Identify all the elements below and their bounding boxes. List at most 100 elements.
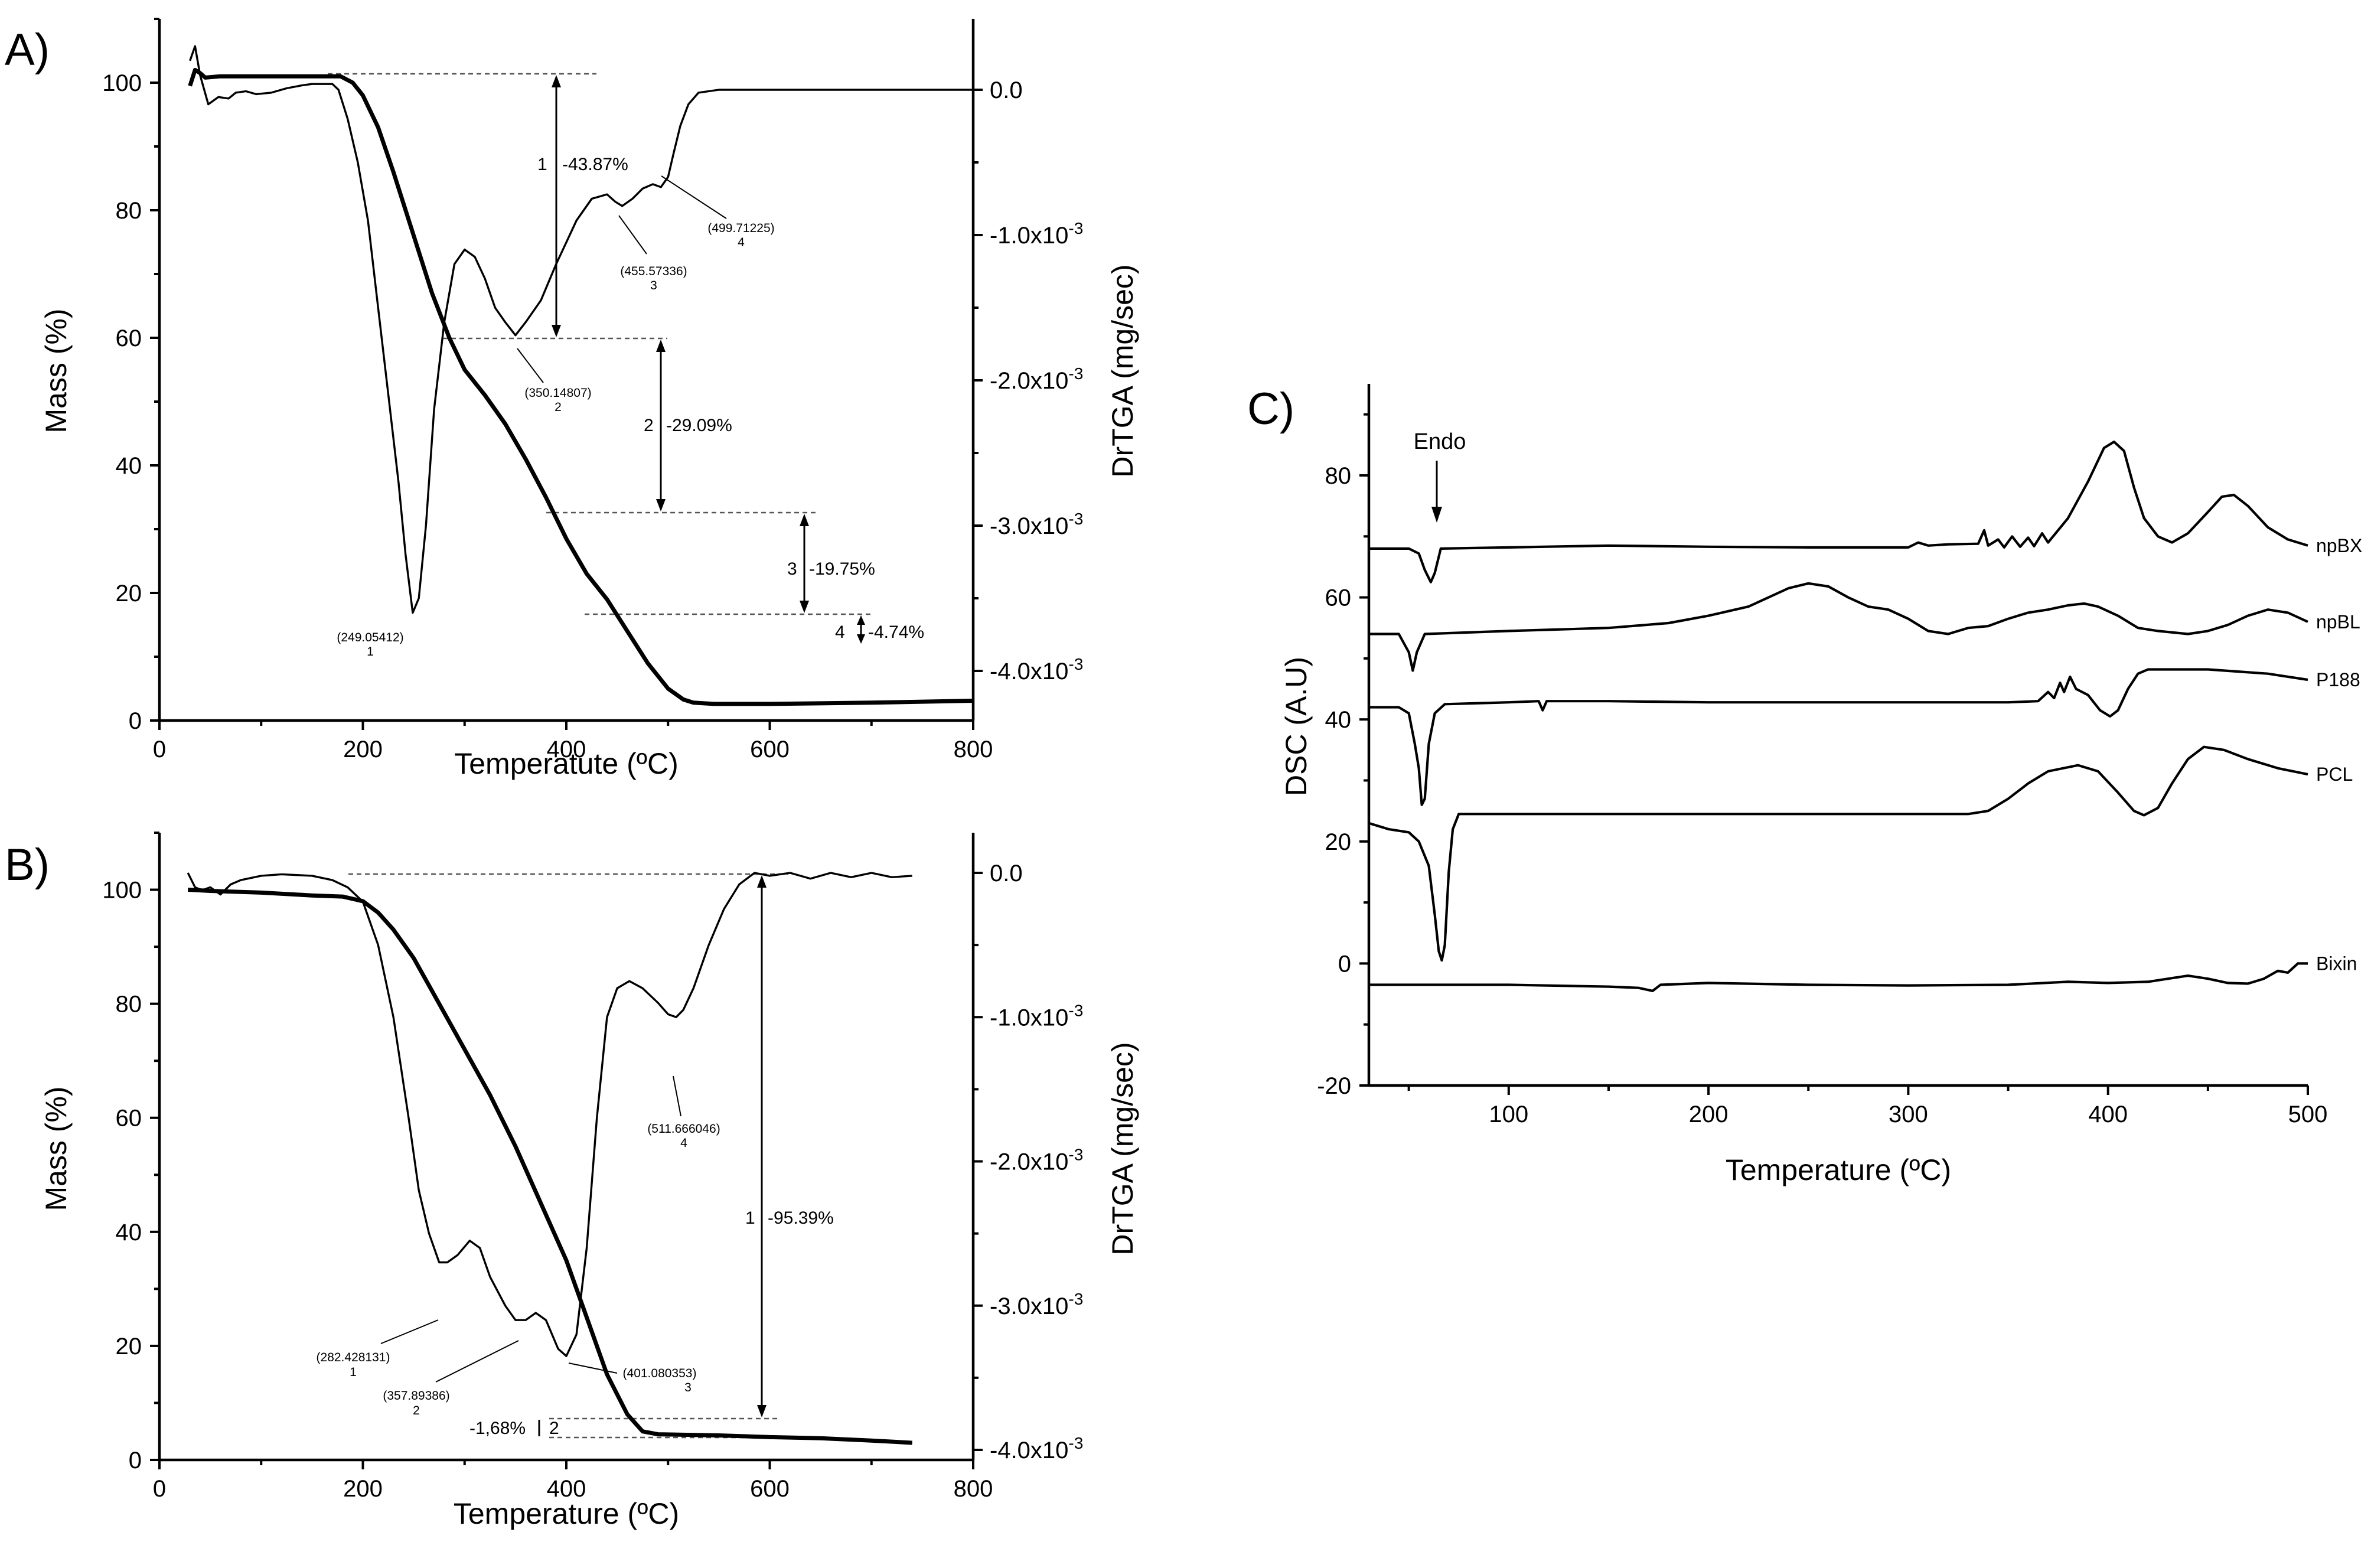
peak-1-value: (249.05412) xyxy=(337,631,403,644)
panel-a-y2-ticks: 0.0 -1.0x10-3 -2.0x10-3 -3.0x10-3 -4.0x10-3 xyxy=(973,77,1083,684)
panel-b-y-ticks: 0 20 40 60 80 100 xyxy=(102,832,159,1474)
panel-a-y2-label: DrTGA (mg/sec) xyxy=(1106,264,1139,477)
panel-a-label: A) xyxy=(5,25,50,75)
y2-tick-label: -3.0x10-3 xyxy=(990,1290,1083,1319)
peak-2-value: (350.14807) xyxy=(524,386,591,400)
peak-3-value: (401.080353) xyxy=(623,1367,697,1380)
drtga-curve xyxy=(189,45,973,614)
x-tick-label: 400 xyxy=(547,1476,586,1502)
x-tick-label: 200 xyxy=(343,1476,383,1502)
y2-tick-label: -3.0x10-3 xyxy=(990,510,1083,539)
panel-a-y-label: Mass (%) xyxy=(40,308,73,433)
step-3-num: 3 xyxy=(787,559,797,579)
step-3-pct: -19.75% xyxy=(809,559,875,579)
peak-1-num: 1 xyxy=(367,645,374,659)
y-tick-label: 80 xyxy=(116,992,142,1018)
y-tick-label: 40 xyxy=(116,1220,142,1246)
dsc-curve-npbx xyxy=(1369,440,2308,583)
panel-a-frame xyxy=(158,19,975,722)
y-tick-label: 40 xyxy=(116,453,142,479)
panel-b-frame xyxy=(158,833,975,1462)
peak-4-value: (511.666046) xyxy=(647,1122,720,1136)
x-tick-label: 600 xyxy=(750,1476,790,1502)
step-arrow xyxy=(757,875,767,1417)
x-tick-label: 600 xyxy=(750,736,790,762)
y-tick-label: 20 xyxy=(1325,829,1352,855)
panel-c-y-label: DSC (A.U) xyxy=(1280,657,1313,796)
x-tick-label: 200 xyxy=(343,736,383,762)
y2-tick-label: -1.0x10-3 xyxy=(990,1001,1083,1031)
x-tick-label: 800 xyxy=(954,1476,993,1502)
y-tick-label: 100 xyxy=(102,878,142,904)
x-tick-label: 300 xyxy=(1889,1101,1928,1127)
y-tick-label: 100 xyxy=(102,70,142,96)
x-tick-label: 400 xyxy=(547,736,586,762)
series-label-bixin: Bixin xyxy=(2316,953,2357,974)
x-tick-label: 100 xyxy=(1489,1101,1528,1127)
y-tick-label: 80 xyxy=(116,198,142,224)
y-tick-label: 60 xyxy=(1325,585,1352,611)
y2-tick-label: -2.0x10-3 xyxy=(990,1146,1083,1175)
x-tick-label: 400 xyxy=(2088,1101,2128,1127)
panel-b-x-ticks: 0 200 400 600 800 xyxy=(153,1460,993,1502)
endo-label: Endo xyxy=(1414,429,1466,454)
endo-arrow xyxy=(1431,461,1442,523)
panel-c-label: C) xyxy=(1247,384,1294,434)
peak-3-num: 3 xyxy=(650,279,657,292)
dsc-curve-pcl xyxy=(1368,745,2308,962)
panel-a-x-label: Temperatute (ºC) xyxy=(454,747,679,780)
panel-b-y-label: Mass (%) xyxy=(40,1086,73,1211)
step-arrow xyxy=(800,514,809,613)
mass-curve xyxy=(188,888,912,1445)
step-2-pct: -1,68% xyxy=(469,1419,526,1438)
panel-c-y-ticks: -20 0 20 40 60 80 xyxy=(1317,413,1369,1099)
x-tick-label: 800 xyxy=(954,736,993,762)
y2-tick-label: 0.0 xyxy=(990,860,1023,886)
step-1-pct: -43.87% xyxy=(562,155,628,174)
y-tick-label: 80 xyxy=(1325,463,1352,489)
y2-tick-label: -4.0x10-3 xyxy=(990,1434,1083,1463)
peak-2-num: 2 xyxy=(413,1404,420,1417)
y-tick-label: 60 xyxy=(116,325,142,351)
step-arrow xyxy=(857,615,865,644)
peak-3-value: (455.57336) xyxy=(620,265,687,278)
step-arrow xyxy=(552,75,561,337)
y-tick-label: 60 xyxy=(116,1106,142,1132)
peak-4-num: 4 xyxy=(680,1136,687,1150)
panel-b-curves xyxy=(187,872,912,1445)
step-1-num: 1 xyxy=(537,155,547,174)
panel-c-curves: npBX npBL P188 PCL Bixin xyxy=(1368,440,2362,993)
panel-c-x-label: Temperature (ºC) xyxy=(1726,1153,1951,1186)
step-2-num: 2 xyxy=(644,416,654,435)
series-label-npbl: npBL xyxy=(2316,611,2360,633)
y-tick-label: 0 xyxy=(129,708,142,734)
peak-3-num: 3 xyxy=(684,1381,692,1394)
panel-a-y-ticks: 0 20 40 60 80 100 xyxy=(102,18,159,734)
y2-tick-label: 0.0 xyxy=(990,77,1023,103)
y-tick-label: 0 xyxy=(129,1448,142,1474)
step-2-num: 2 xyxy=(549,1419,559,1438)
x-tick-label: 200 xyxy=(1689,1101,1728,1127)
y-tick-label: -20 xyxy=(1317,1073,1351,1099)
y2-tick-label: -2.0x10-3 xyxy=(990,364,1083,394)
panel-b-y2-label: DrTGA (mg/sec) xyxy=(1106,1042,1139,1255)
panel-b: B) 0 200 400 600 800 0 20 40 60 80 100 0.0 -1.0x10… xyxy=(5,832,1139,1530)
y-tick-label: 40 xyxy=(1325,707,1352,733)
y2-tick-label: -4.0x10-3 xyxy=(990,655,1083,684)
panel-b-y2-ticks: 0.0 -1.0x10-3 -2.0x10-3 -3.0x10-3 -4.0x10-3 xyxy=(973,860,1083,1463)
peak-4-num: 4 xyxy=(738,236,745,249)
series-label-pcl: PCL xyxy=(2316,764,2353,785)
peak-1-num: 1 xyxy=(350,1365,357,1379)
y-tick-label: 0 xyxy=(1338,951,1351,977)
panel-b-x-label: Temperature (ºC) xyxy=(454,1497,679,1530)
panel-c: C) 100 200 300 400 500 -20 0 20 40 60 80 Temperat… xyxy=(1247,384,2362,1186)
step-arrow xyxy=(656,340,666,511)
panel-a: A) 0 200 400 600 800 0 20 40 60 80 100 0.0 -1.0x10… xyxy=(5,18,1139,780)
y2-tick-label: -1.0x10-3 xyxy=(990,219,1083,249)
peak-2-num: 2 xyxy=(555,400,562,414)
dsc-curve-bixin xyxy=(1369,962,2308,993)
panel-a-curves xyxy=(188,45,974,706)
step-2-pct: -29.09% xyxy=(666,416,732,435)
dsc-curve-npbl xyxy=(1369,582,2308,672)
peak-1-value: (282.428131) xyxy=(317,1351,390,1364)
